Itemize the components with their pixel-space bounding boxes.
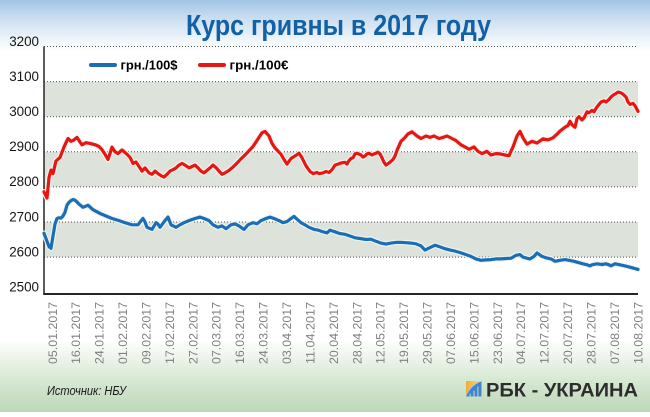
- svg-text:3000: 3000: [9, 104, 39, 119]
- svg-text:3100: 3100: [9, 69, 39, 84]
- svg-text:грн./100$: грн./100$: [121, 58, 179, 73]
- svg-text:05.01.2017: 05.01.2017: [47, 302, 60, 364]
- svg-text:20.07.2017: 20.07.2017: [562, 302, 575, 364]
- svg-text:04.07.2017: 04.07.2017: [515, 302, 528, 364]
- svg-text:15.06.2017: 15.06.2017: [468, 302, 481, 364]
- svg-text:19.05.2017: 19.05.2017: [398, 302, 411, 364]
- svg-text:07.03.2017: 07.03.2017: [211, 302, 224, 364]
- svg-text:РБК - УКРАИНА: РБК - УКРАИНА: [486, 379, 638, 401]
- svg-text:11.04.2017: 11.04.2017: [304, 302, 317, 364]
- svg-text:27.02.2017: 27.02.2017: [187, 302, 200, 364]
- svg-text:28.07.2017: 28.07.2017: [586, 302, 599, 364]
- svg-text:12.07.2017: 12.07.2017: [539, 302, 552, 364]
- svg-text:07.06.2017: 07.06.2017: [445, 302, 458, 364]
- svg-text:28.04.2017: 28.04.2017: [351, 302, 364, 364]
- svg-text:29.05.2017: 29.05.2017: [422, 302, 435, 364]
- svg-text:2700: 2700: [9, 209, 39, 224]
- svg-text:2600: 2600: [9, 244, 39, 259]
- svg-text:2500: 2500: [9, 280, 39, 295]
- svg-text:2800: 2800: [9, 174, 39, 189]
- svg-text:17.02.2017: 17.02.2017: [164, 302, 177, 364]
- svg-text:3200: 3200: [9, 34, 39, 49]
- svg-text:20.04.2017: 20.04.2017: [328, 302, 341, 364]
- svg-text:грн./100€: грн./100€: [230, 58, 289, 73]
- svg-text:16.03.2017: 16.03.2017: [234, 302, 247, 364]
- svg-text:Курс гривны в 2017 году: Курс гривны в 2017 году: [186, 10, 491, 42]
- svg-text:2900: 2900: [9, 139, 39, 154]
- svg-text:24.03.2017: 24.03.2017: [258, 302, 271, 364]
- svg-text:07.08.2017: 07.08.2017: [609, 302, 622, 364]
- svg-text:12.05.2017: 12.05.2017: [375, 302, 388, 364]
- svg-text:03.04.2017: 03.04.2017: [281, 302, 294, 364]
- svg-text:Источник: НБУ: Источник: НБУ: [47, 384, 128, 398]
- svg-text:24.01.2017: 24.01.2017: [94, 302, 107, 364]
- svg-text:10.08.2017: 10.08.2017: [632, 302, 645, 364]
- svg-text:16.01.2017: 16.01.2017: [70, 302, 83, 364]
- svg-text:01.02.2017: 01.02.2017: [117, 302, 130, 364]
- svg-text:09.02.2017: 09.02.2017: [141, 302, 154, 364]
- svg-text:23.06.2017: 23.06.2017: [492, 302, 505, 364]
